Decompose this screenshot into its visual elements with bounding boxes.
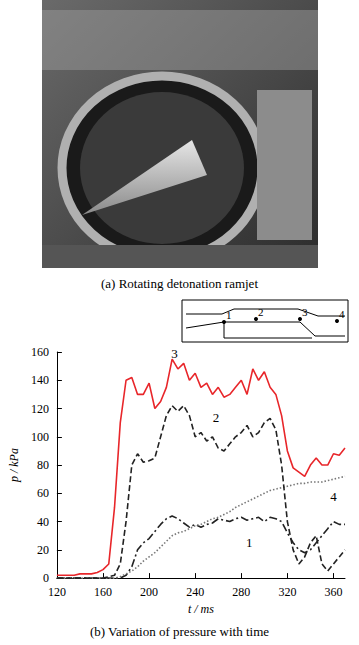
svg-text:320: 320 [278, 585, 296, 599]
svg-text:120: 120 [48, 585, 66, 599]
svg-text:120: 120 [31, 402, 49, 416]
svg-text:t / ms: t / ms [188, 602, 214, 616]
svg-text:4: 4 [330, 489, 337, 504]
svg-text:3: 3 [171, 346, 178, 361]
svg-text:3: 3 [302, 306, 308, 318]
svg-text:240: 240 [186, 585, 204, 599]
svg-text:20: 20 [37, 543, 49, 557]
svg-text:0: 0 [43, 571, 49, 585]
svg-text:p / kPa: p / kPa [7, 448, 21, 483]
svg-text:80: 80 [37, 458, 49, 472]
svg-text:1: 1 [246, 535, 253, 550]
svg-text:40: 40 [37, 515, 49, 529]
svg-text:200: 200 [140, 585, 158, 599]
svg-text:60: 60 [37, 486, 49, 500]
html-text:(a) Rotating detonation ramjet: (a) Rotating detonation ramjet [101, 276, 258, 291]
svg-text:360: 360 [324, 585, 342, 599]
svg-text:100: 100 [31, 430, 49, 444]
svg-text:140: 140 [31, 373, 49, 387]
svg-text:4: 4 [339, 308, 345, 320]
svg-text:2: 2 [258, 306, 264, 318]
svg-text:280: 280 [232, 585, 250, 599]
svg-text:2: 2 [213, 410, 220, 425]
svg-text:1: 1 [226, 309, 232, 321]
svg-text:160: 160 [31, 345, 49, 359]
svg-text:160: 160 [94, 585, 112, 599]
html-text:(b) Variation of pressure with: (b) Variation of pressure with time [89, 624, 270, 639]
